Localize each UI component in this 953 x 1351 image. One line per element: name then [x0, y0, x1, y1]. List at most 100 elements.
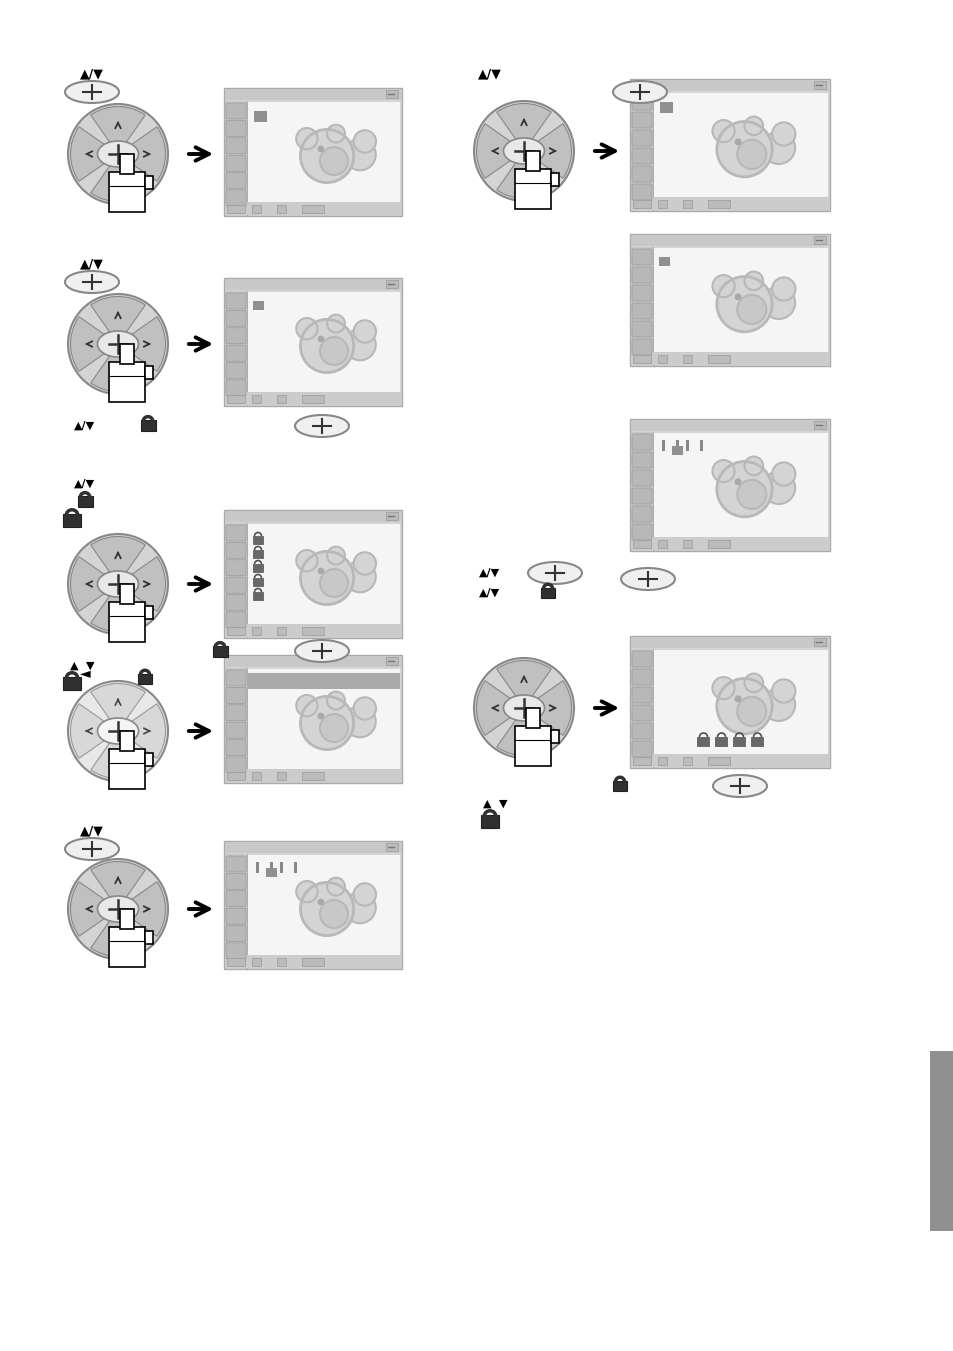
Circle shape: [344, 561, 375, 592]
Bar: [227, 627, 245, 635]
FancyBboxPatch shape: [226, 670, 246, 686]
Bar: [294, 862, 296, 873]
Bar: [697, 738, 709, 746]
Wedge shape: [71, 882, 118, 936]
Polygon shape: [145, 366, 152, 380]
Bar: [386, 280, 397, 288]
Circle shape: [354, 320, 375, 343]
Bar: [629, 419, 829, 551]
Circle shape: [737, 480, 765, 509]
FancyBboxPatch shape: [631, 249, 651, 265]
Circle shape: [319, 900, 348, 928]
Text: ▼: ▼: [86, 661, 94, 671]
Circle shape: [771, 462, 795, 485]
Bar: [224, 88, 401, 216]
Bar: [813, 422, 825, 430]
Ellipse shape: [65, 81, 119, 103]
FancyBboxPatch shape: [631, 651, 651, 667]
Bar: [633, 200, 650, 208]
Bar: [813, 638, 825, 646]
FancyBboxPatch shape: [226, 577, 246, 593]
FancyBboxPatch shape: [226, 612, 246, 628]
Bar: [248, 101, 399, 203]
Text: ◄: ◄: [80, 666, 91, 680]
Polygon shape: [551, 173, 558, 186]
FancyBboxPatch shape: [631, 339, 651, 355]
Circle shape: [317, 712, 324, 719]
Bar: [386, 512, 397, 520]
FancyBboxPatch shape: [226, 311, 246, 327]
Polygon shape: [145, 176, 152, 189]
Bar: [225, 511, 400, 521]
Text: ▲/▼: ▲/▼: [80, 68, 104, 81]
Circle shape: [327, 692, 345, 709]
FancyBboxPatch shape: [226, 120, 246, 136]
Circle shape: [319, 336, 348, 365]
Wedge shape: [91, 107, 145, 154]
Circle shape: [300, 696, 354, 750]
Bar: [813, 81, 825, 89]
Bar: [654, 434, 827, 536]
Bar: [63, 677, 81, 690]
Bar: [302, 958, 324, 966]
Polygon shape: [109, 362, 145, 403]
Bar: [630, 247, 652, 365]
Text: ▼: ▼: [498, 798, 507, 809]
Circle shape: [300, 882, 354, 936]
Bar: [633, 540, 650, 549]
Bar: [138, 674, 152, 684]
Bar: [253, 563, 263, 571]
Bar: [630, 638, 828, 648]
Text: ▲/▼: ▲/▼: [74, 480, 95, 489]
FancyBboxPatch shape: [226, 559, 246, 576]
Circle shape: [68, 681, 168, 781]
FancyBboxPatch shape: [631, 184, 651, 200]
Circle shape: [344, 707, 375, 738]
Circle shape: [317, 898, 324, 905]
Bar: [386, 657, 397, 665]
Bar: [224, 842, 401, 969]
Circle shape: [734, 138, 740, 146]
Circle shape: [712, 677, 734, 700]
Bar: [682, 355, 691, 363]
Circle shape: [327, 124, 345, 143]
Wedge shape: [91, 584, 145, 631]
Bar: [676, 440, 679, 451]
FancyBboxPatch shape: [226, 293, 246, 309]
Bar: [707, 200, 729, 208]
Bar: [707, 540, 729, 549]
Circle shape: [716, 277, 771, 332]
Wedge shape: [91, 536, 145, 584]
Polygon shape: [145, 607, 152, 619]
Bar: [252, 771, 261, 780]
Bar: [302, 771, 324, 780]
Bar: [225, 89, 400, 100]
Circle shape: [712, 461, 734, 482]
Bar: [248, 855, 399, 955]
Bar: [276, 958, 286, 966]
Bar: [613, 781, 626, 790]
Bar: [682, 757, 691, 765]
Bar: [225, 955, 400, 969]
Circle shape: [300, 551, 354, 605]
Circle shape: [734, 696, 740, 703]
Circle shape: [761, 286, 794, 319]
FancyBboxPatch shape: [226, 925, 246, 942]
Bar: [225, 854, 247, 969]
Circle shape: [319, 715, 348, 742]
Bar: [658, 200, 666, 208]
Bar: [630, 235, 828, 246]
Bar: [252, 205, 261, 213]
Bar: [700, 440, 702, 451]
FancyBboxPatch shape: [226, 155, 246, 172]
FancyBboxPatch shape: [226, 908, 246, 924]
Polygon shape: [515, 725, 551, 766]
Wedge shape: [497, 661, 551, 708]
Wedge shape: [497, 708, 551, 755]
Polygon shape: [515, 169, 551, 209]
FancyBboxPatch shape: [631, 95, 651, 109]
Circle shape: [771, 277, 795, 301]
Bar: [253, 592, 263, 600]
FancyBboxPatch shape: [631, 740, 651, 757]
Bar: [225, 769, 400, 782]
